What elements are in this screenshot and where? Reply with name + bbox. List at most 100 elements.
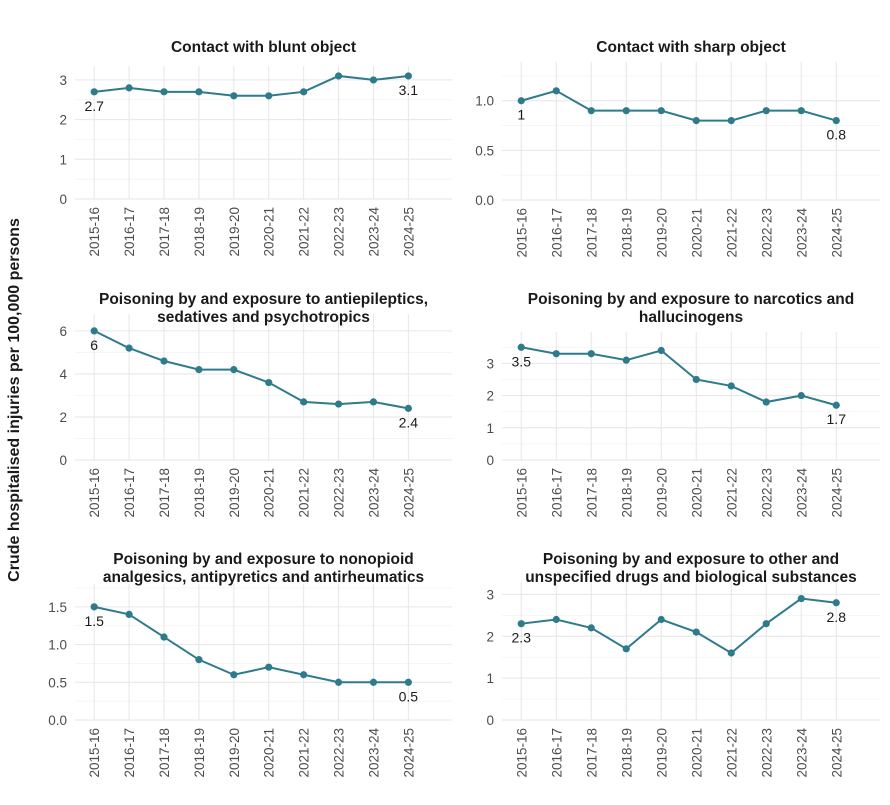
data-label-last: 1.7 bbox=[827, 411, 847, 427]
data-point bbox=[334, 400, 343, 408]
x-tick-label: 2019-20 bbox=[654, 728, 669, 778]
x-tick-label: 2023-24 bbox=[366, 468, 381, 518]
x-tick-label: 2015-16 bbox=[87, 468, 102, 518]
data-point bbox=[125, 610, 133, 619]
data-point bbox=[369, 678, 378, 686]
data-point bbox=[797, 594, 805, 603]
data-point bbox=[195, 656, 203, 664]
y-tick-label: 0.5 bbox=[48, 675, 67, 690]
y-tick-label: 2 bbox=[486, 629, 494, 644]
x-tick-label: 2024-25 bbox=[401, 207, 416, 257]
data-point bbox=[552, 615, 560, 624]
y-tick-label: 4 bbox=[59, 367, 67, 382]
data-point bbox=[587, 350, 595, 358]
data-point bbox=[90, 327, 98, 335]
y-tick-label: 3 bbox=[486, 587, 494, 602]
y-tick-label: 1 bbox=[486, 671, 494, 686]
data-point bbox=[657, 615, 665, 624]
x-tick-label: 2022-23 bbox=[759, 468, 774, 518]
data-point bbox=[265, 378, 273, 387]
data-label-last: 2.4 bbox=[399, 414, 419, 430]
series-line bbox=[521, 597, 837, 655]
data-label-first: 3.5 bbox=[512, 353, 532, 369]
x-tick-label: 2020-21 bbox=[262, 468, 277, 518]
panel-title: analgesics, antipyretics and antirheumat… bbox=[103, 569, 424, 586]
x-tick-label: 2015-16 bbox=[514, 728, 529, 778]
data-point bbox=[797, 391, 805, 400]
x-tick-label: 2023-24 bbox=[794, 728, 809, 778]
y-tick-label: 0 bbox=[59, 192, 67, 207]
data-point bbox=[657, 346, 665, 355]
data-label-last: 3.1 bbox=[399, 82, 419, 98]
x-tick-label: 2020-21 bbox=[262, 207, 277, 257]
data-point bbox=[692, 375, 700, 384]
data-point bbox=[300, 671, 308, 679]
series-line bbox=[94, 74, 409, 97]
data-label-first: 2.7 bbox=[84, 98, 104, 114]
x-tick-label: 2017-18 bbox=[584, 468, 599, 518]
data-point bbox=[265, 663, 273, 671]
series-line bbox=[520, 89, 837, 122]
data-point bbox=[622, 107, 630, 115]
data-point bbox=[587, 107, 595, 115]
x-tick-label: 2018-19 bbox=[192, 728, 207, 778]
x-tick-label: 2021-22 bbox=[724, 728, 739, 778]
y-tick-label: 6 bbox=[59, 324, 67, 339]
x-tick-label: 2015-16 bbox=[514, 468, 529, 518]
data-point bbox=[160, 88, 168, 96]
panel-1: 0 1 2 3 2015-16 2016-17 2017-18 2018-19 2019-20 2… bbox=[59, 39, 452, 257]
data-point bbox=[404, 72, 412, 80]
data-label-first: 1 bbox=[517, 107, 525, 123]
panel-4: 0 1 2 3 2015-16 2016-17 2017-18 2018-19 2019-20 2… bbox=[486, 291, 880, 518]
y-tick-label: 0 bbox=[486, 453, 494, 468]
data-point bbox=[832, 401, 840, 409]
x-tick-label: 2016-17 bbox=[549, 468, 564, 518]
y-tick-label: 2 bbox=[59, 410, 67, 425]
data-point bbox=[552, 87, 560, 95]
x-tick-label: 2017-18 bbox=[157, 728, 172, 778]
x-tick-label: 2020-21 bbox=[262, 728, 277, 778]
y-tick-label: 2 bbox=[486, 389, 494, 404]
data-point bbox=[692, 628, 700, 636]
data-point bbox=[265, 92, 273, 100]
x-tick-label: 2016-17 bbox=[549, 728, 564, 778]
panel-title: Contact with blunt object bbox=[171, 39, 356, 56]
x-tick-label: 2024-25 bbox=[829, 208, 844, 258]
x-tick-label: 2023-24 bbox=[366, 728, 381, 778]
y-tick-label: 1.0 bbox=[48, 638, 67, 653]
x-tick-label: 2015-16 bbox=[87, 728, 102, 778]
x-tick-label: 2020-21 bbox=[689, 468, 704, 518]
data-point bbox=[369, 76, 378, 84]
x-tick-label: 2023-24 bbox=[794, 468, 809, 518]
x-tick-label: 2022-23 bbox=[332, 207, 347, 257]
y-tick-label: 2 bbox=[59, 113, 67, 128]
data-label-last: 0.5 bbox=[399, 688, 419, 704]
x-tick-label: 2016-17 bbox=[549, 208, 564, 258]
x-tick-label: 2020-21 bbox=[689, 728, 704, 778]
data-point bbox=[832, 116, 840, 125]
x-tick-label: 2021-22 bbox=[724, 468, 739, 518]
data-point bbox=[230, 92, 238, 100]
x-tick-label: 2021-22 bbox=[297, 207, 312, 257]
x-tick-label: 2016-17 bbox=[122, 728, 137, 778]
data-point bbox=[762, 107, 770, 115]
x-tick-label: 2022-23 bbox=[759, 728, 774, 778]
x-tick-label: 2024-25 bbox=[829, 728, 844, 778]
series-line bbox=[93, 330, 409, 410]
x-tick-label: 2019-20 bbox=[227, 207, 242, 257]
x-tick-label: 2023-24 bbox=[794, 208, 809, 258]
x-tick-label: 2022-23 bbox=[759, 208, 774, 258]
data-label-first: 1.5 bbox=[84, 613, 104, 629]
x-tick-label: 2018-19 bbox=[192, 468, 207, 518]
panel-2: 0.0 0.5 1.0 2015-16 2016-17 2017-18 2018-19 201… bbox=[475, 39, 880, 258]
panel-title: Poisoning by and exposure to narcotics a… bbox=[528, 291, 854, 308]
panel-title: Poisoning by and exposure to other and bbox=[543, 551, 839, 568]
data-label-first: 2.3 bbox=[512, 630, 532, 646]
x-tick-label: 2020-21 bbox=[689, 208, 704, 258]
x-tick-label: 2019-20 bbox=[654, 208, 669, 258]
data-point bbox=[727, 382, 735, 390]
x-tick-label: 2015-16 bbox=[514, 208, 529, 258]
panel-title: Contact with sharp object bbox=[596, 39, 785, 56]
